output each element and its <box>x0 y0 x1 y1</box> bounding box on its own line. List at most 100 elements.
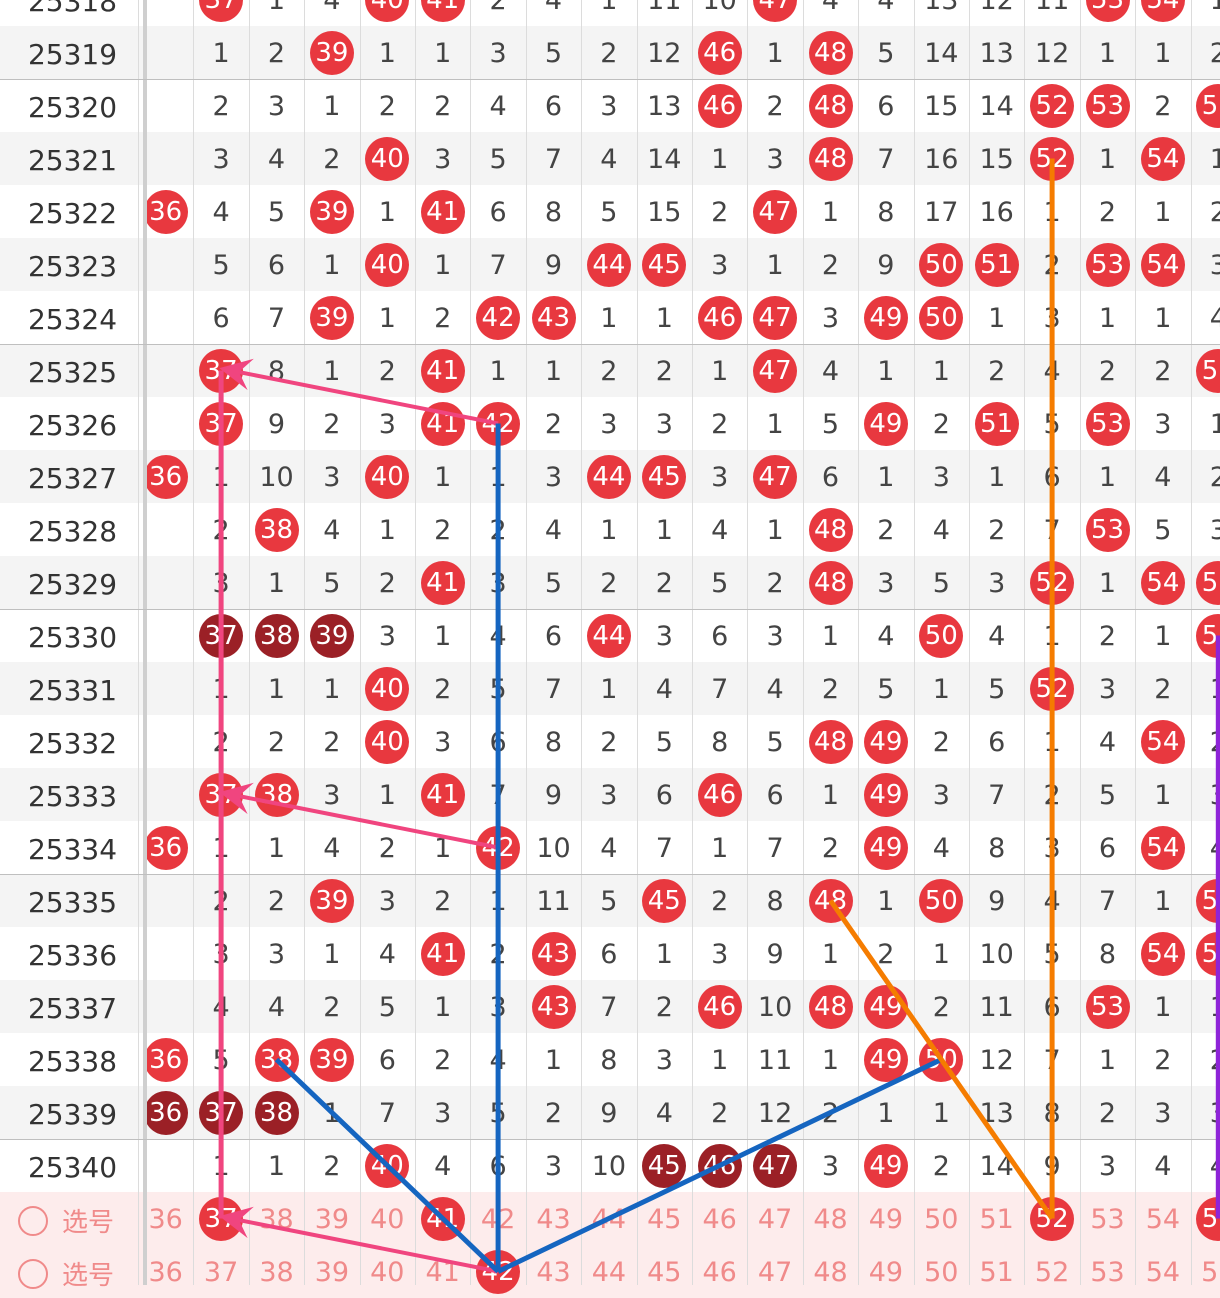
number-ball: 53 <box>1085 83 1130 128</box>
select-number-toggle[interactable]: 选号 <box>18 1202 114 1239</box>
miss-count: 2 <box>655 568 673 599</box>
number-ball: 44 <box>586 454 631 499</box>
miss-count: 3 <box>600 780 618 811</box>
miss-count: 8 <box>1098 939 1117 970</box>
selected-ball[interactable]: 55 <box>1196 1196 1220 1241</box>
miss-count: 3 <box>711 939 729 970</box>
number-ball: 42 <box>476 295 521 340</box>
select-number[interactable]: 48 <box>813 1204 848 1235</box>
selected-ball[interactable]: 41 <box>420 1196 465 1241</box>
select-number[interactable]: 46 <box>702 1257 737 1288</box>
number-ball: 41 <box>420 560 465 605</box>
miss-count: 3 <box>434 727 452 758</box>
period-label: 25336 <box>27 939 118 972</box>
miss-count: 4 <box>1209 303 1220 334</box>
select-number[interactable]: 48 <box>813 1257 848 1288</box>
select-number[interactable]: 47 <box>757 1204 793 1235</box>
selected-ball[interactable]: 37 <box>199 1196 244 1241</box>
radio-icon[interactable] <box>18 1258 48 1289</box>
select-number[interactable]: 38 <box>259 1204 294 1235</box>
select-number[interactable]: 44 <box>591 1204 627 1235</box>
number-ball: 50 <box>919 613 964 658</box>
select-number[interactable]: 52 <box>1034 1257 1070 1288</box>
select-number[interactable]: 47 <box>757 1257 793 1288</box>
select-number[interactable]: 50 <box>924 1204 959 1235</box>
select-number[interactable]: 43 <box>536 1257 571 1288</box>
number-ball: 53 <box>1085 401 1130 446</box>
miss-count: 1 <box>821 1045 840 1076</box>
select-number[interactable]: 54 <box>1145 1204 1181 1235</box>
miss-count: 2 <box>544 409 563 440</box>
select-number-toggle[interactable]: 选号 <box>18 1255 114 1292</box>
miss-count: 2 <box>434 1045 452 1076</box>
grid-line <box>802 0 804 1285</box>
miss-count: 2 <box>877 939 895 970</box>
radio-icon[interactable] <box>18 1205 48 1236</box>
select-number[interactable]: 36 <box>148 1204 183 1235</box>
select-number[interactable]: 53 <box>1090 1257 1125 1288</box>
table-row <box>0 821 1220 874</box>
select-number[interactable]: 39 <box>314 1257 350 1288</box>
miss-count: 5 <box>877 674 895 705</box>
select-number[interactable]: 43 <box>536 1204 571 1235</box>
period-label: 25323 <box>27 250 118 283</box>
number-ball: 48 <box>808 136 853 181</box>
miss-count: 1 <box>267 674 286 705</box>
select-number[interactable]: 49 <box>868 1257 904 1288</box>
select-number[interactable]: 41 <box>425 1257 460 1288</box>
select-number[interactable]: 50 <box>924 1257 959 1288</box>
select-number[interactable]: 38 <box>259 1257 294 1288</box>
miss-count: 2 <box>323 727 341 758</box>
select-number[interactable]: 40 <box>370 1204 405 1235</box>
miss-count: 1 <box>655 939 673 970</box>
miss-count: 8 <box>600 1045 618 1076</box>
miss-count: 6 <box>1043 462 1061 493</box>
table-row <box>0 662 1220 715</box>
miss-count: 3 <box>1154 409 1172 440</box>
miss-count: 2 <box>1098 621 1117 652</box>
miss-count: 4 <box>600 144 618 175</box>
miss-count: 16 <box>979 197 1014 228</box>
select-number[interactable]: 46 <box>702 1204 737 1235</box>
miss-count: 6 <box>489 727 507 758</box>
select-number[interactable]: 49 <box>868 1204 904 1235</box>
selected-ball[interactable]: 52 <box>1030 1196 1075 1241</box>
miss-count: 1 <box>267 833 286 864</box>
number-ball: 40 <box>365 666 410 711</box>
number-ball: 50 <box>919 295 964 340</box>
miss-count: 4 <box>932 515 950 546</box>
select-number[interactable]: 45 <box>647 1204 682 1235</box>
miss-count: 4 <box>1209 833 1220 864</box>
select-number[interactable]: 44 <box>591 1257 627 1288</box>
select-number[interactable]: 51 <box>979 1204 1014 1235</box>
miss-count: 13 <box>647 91 682 122</box>
period-label: 25327 <box>27 462 118 495</box>
select-number[interactable]: 51 <box>979 1257 1014 1288</box>
table-row <box>0 291 1220 344</box>
miss-count: 3 <box>434 1098 452 1129</box>
number-ball: 37 <box>199 401 244 446</box>
select-number[interactable]: 45 <box>647 1257 682 1288</box>
period-label: 25334 <box>27 833 118 866</box>
miss-count: 1 <box>877 886 895 917</box>
number-ball: 55 <box>1196 560 1220 605</box>
group-divider <box>0 344 1220 345</box>
select-number[interactable]: 55 <box>1201 1257 1220 1288</box>
select-number[interactable]: 54 <box>1145 1257 1181 1288</box>
selected-ball[interactable]: 42 <box>476 1249 521 1294</box>
select-number[interactable]: 40 <box>370 1257 405 1288</box>
number-ball: 41 <box>420 772 465 817</box>
number-ball: 46 <box>697 30 742 75</box>
miss-count: 11 <box>536 886 571 917</box>
miss-count: 3 <box>434 144 452 175</box>
select-label: 选号 <box>62 1207 115 1237</box>
miss-count: 1 <box>434 621 452 652</box>
select-number[interactable]: 37 <box>203 1257 239 1288</box>
miss-count: 14 <box>647 144 682 175</box>
select-number[interactable]: 36 <box>148 1257 183 1288</box>
select-number[interactable]: 53 <box>1090 1204 1125 1235</box>
miss-count: 1 <box>600 674 618 705</box>
select-number[interactable]: 42 <box>480 1204 516 1235</box>
select-number[interactable]: 39 <box>314 1204 350 1235</box>
